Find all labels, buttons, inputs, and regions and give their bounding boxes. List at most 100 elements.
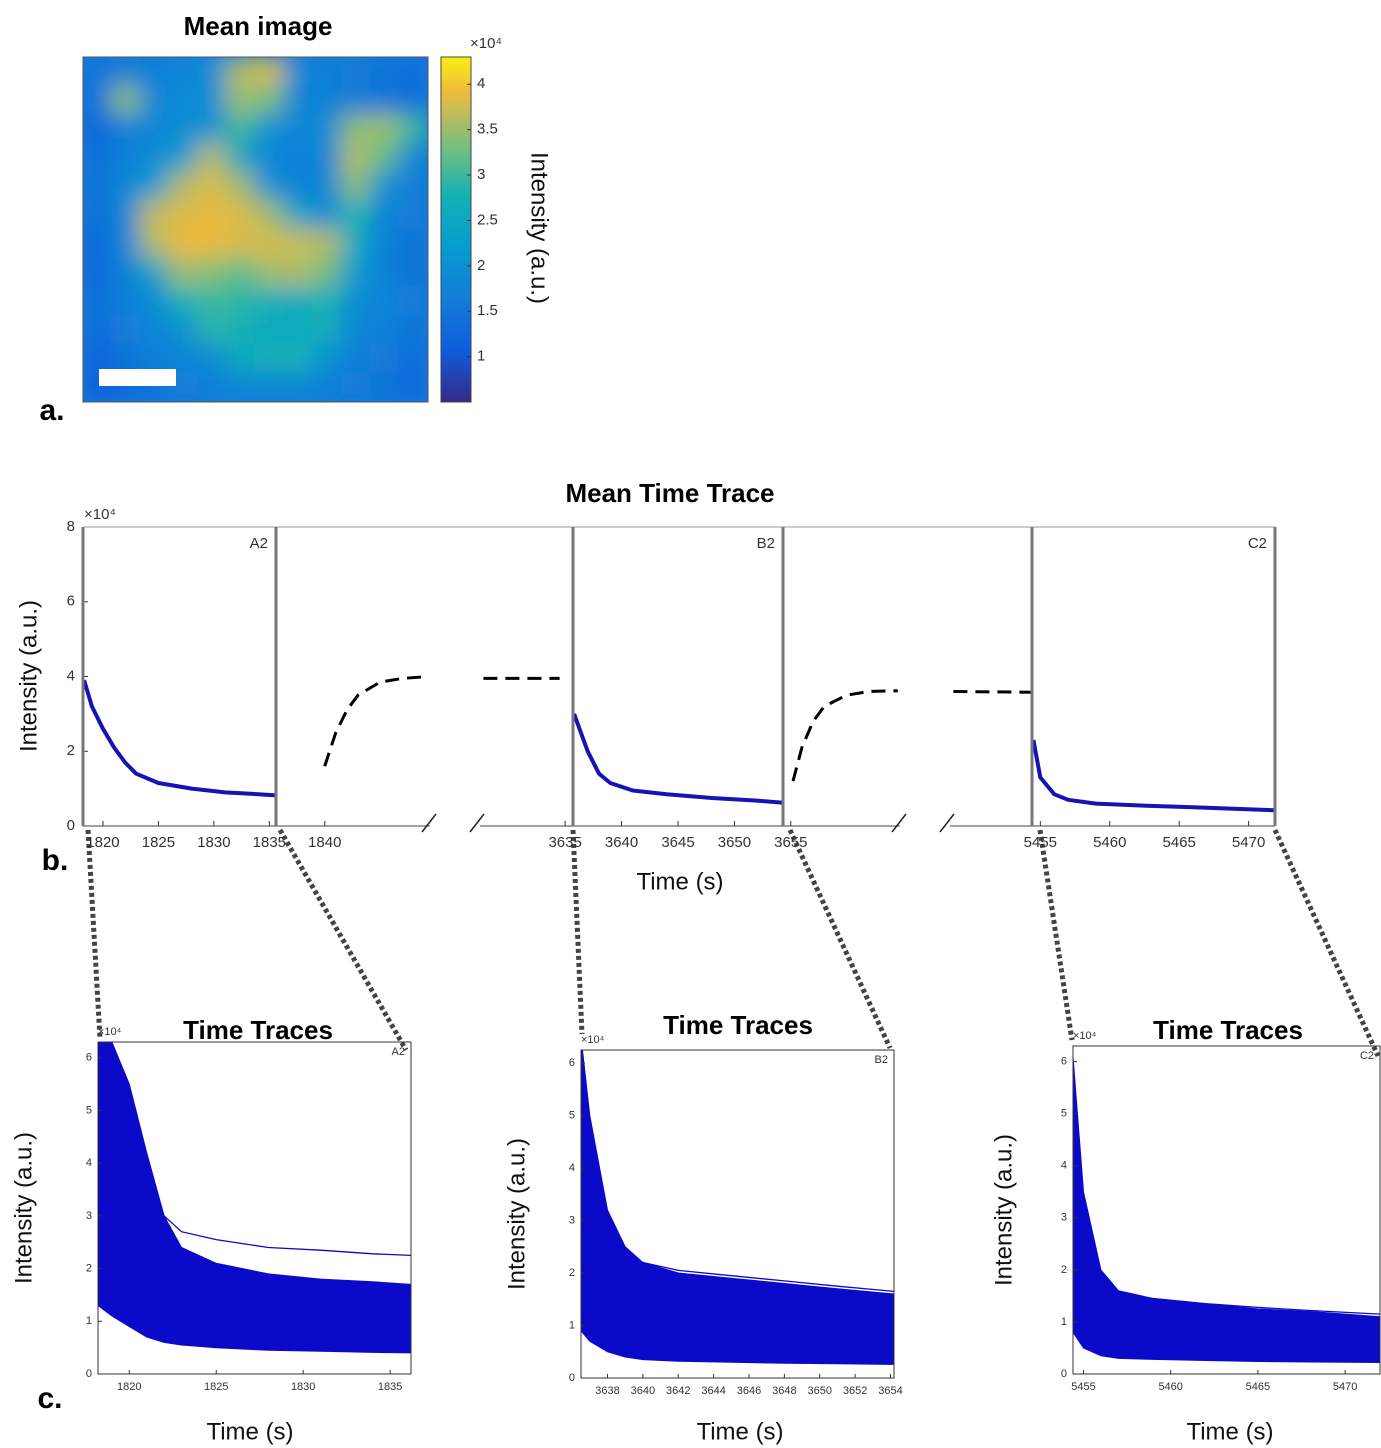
y-tick-label: 6 <box>86 1052 92 1064</box>
axes-frame <box>1072 1045 1381 1375</box>
trace <box>791 689 898 782</box>
x-tick-label: 1835 <box>378 1381 402 1393</box>
pixel <box>283 199 314 231</box>
colorbar-tick-label: 1 <box>477 348 485 365</box>
pixel <box>398 228 428 260</box>
y-tick-label: 3 <box>1061 1212 1067 1224</box>
x-tick-label: 3652 <box>843 1385 867 1397</box>
pixel <box>369 343 401 375</box>
pixel <box>197 142 228 173</box>
pixel <box>340 199 372 231</box>
pixel <box>369 257 401 288</box>
pixel <box>254 343 286 375</box>
pixel <box>369 142 401 173</box>
pixel <box>83 286 113 317</box>
y-tick-label: 2 <box>86 1263 92 1275</box>
x-tick-label: 3645 <box>661 834 694 851</box>
pixel <box>340 343 372 375</box>
pixel <box>254 113 286 145</box>
pixel <box>139 314 171 346</box>
x-tick-label: 3646 <box>737 1385 761 1397</box>
pixel <box>254 257 286 288</box>
panel-tag: B2 <box>757 535 775 552</box>
x-tick-label: 3650 <box>807 1385 831 1397</box>
colorbar-tick-label: 3 <box>477 166 485 183</box>
trace-band <box>98 1042 411 1354</box>
trace <box>98 1046 411 1257</box>
y-scale: ×10⁴ <box>84 506 116 523</box>
y-tick-label: 4 <box>1061 1160 1067 1172</box>
x-tick-label: 3650 <box>718 834 751 851</box>
trace <box>1031 739 1276 813</box>
y-axis-label: Intensity (a.u.) <box>990 1134 1017 1286</box>
pixel <box>312 286 343 317</box>
y-scale: ×10⁴ <box>581 1034 605 1046</box>
pixel <box>340 84 372 116</box>
x-tick-label: 5460 <box>1093 834 1126 851</box>
pixel <box>398 314 428 346</box>
pixel <box>139 142 171 173</box>
trace <box>581 1063 894 1293</box>
pixel <box>83 113 113 145</box>
pixel <box>254 142 286 173</box>
pixel <box>83 57 113 87</box>
pixel <box>312 84 343 116</box>
pixel <box>197 84 228 116</box>
panel-tag: A2 <box>392 1046 405 1058</box>
x-axis-label: Time (s) <box>206 1418 293 1445</box>
pixel <box>340 228 372 260</box>
y-tick-label: 4 <box>86 1157 92 1169</box>
x-tick-label: 3640 <box>605 834 638 851</box>
pixel <box>110 286 142 317</box>
colorbar-label: Intensity (a.u.) <box>526 152 553 304</box>
pixel <box>197 199 228 231</box>
pixel <box>83 228 113 260</box>
trace <box>953 690 1031 694</box>
pixel <box>110 113 142 145</box>
y-tick-label: 8 <box>67 518 75 535</box>
trace <box>82 679 277 798</box>
pixel <box>398 57 428 87</box>
trace <box>98 1162 411 1297</box>
pixel <box>168 199 199 231</box>
panel-label: c. <box>37 1382 62 1415</box>
pixel <box>197 257 228 288</box>
x-tick-label: 5465 <box>1246 1381 1270 1393</box>
x-tick-label: 3642 <box>666 1385 690 1397</box>
y-tick-label: 2 <box>569 1267 575 1279</box>
pixel <box>312 228 343 260</box>
pixel <box>168 113 199 145</box>
pixel <box>312 314 343 346</box>
y-scale: ×10⁴ <box>98 1026 122 1038</box>
y-axis-label: Intensity (a.u.) <box>10 1132 37 1284</box>
pixel <box>168 228 199 260</box>
x-axis-label: Time (s) <box>696 1418 783 1445</box>
pixel <box>340 286 372 317</box>
pixel <box>168 171 199 202</box>
pixel <box>398 286 428 317</box>
pixel <box>168 142 199 173</box>
pixel <box>254 171 286 202</box>
colorbar-scale: ×10⁴ <box>470 35 502 52</box>
x-tick-label: 3640 <box>631 1385 655 1397</box>
pixel <box>83 199 113 231</box>
pixel <box>283 286 314 317</box>
pixel <box>225 84 257 116</box>
pixel <box>197 314 228 346</box>
pixel <box>398 113 428 145</box>
pixel <box>398 343 428 375</box>
y-tick-label: 6 <box>67 593 75 610</box>
x-axis-label: Time (s) <box>1186 1418 1273 1445</box>
colorbar-tick-label: 1.5 <box>477 302 498 319</box>
x-tick-label: 5470 <box>1333 1381 1357 1393</box>
x-tick-label: 1840 <box>308 834 341 851</box>
pixel <box>283 171 314 202</box>
chart-title: Time Traces <box>1153 1015 1303 1045</box>
pixel <box>197 228 228 260</box>
pixel <box>312 343 343 375</box>
pixel <box>110 257 142 288</box>
y-tick-label: 4 <box>569 1162 575 1174</box>
pixel <box>168 286 199 317</box>
y-tick-label: 5 <box>569 1110 575 1122</box>
